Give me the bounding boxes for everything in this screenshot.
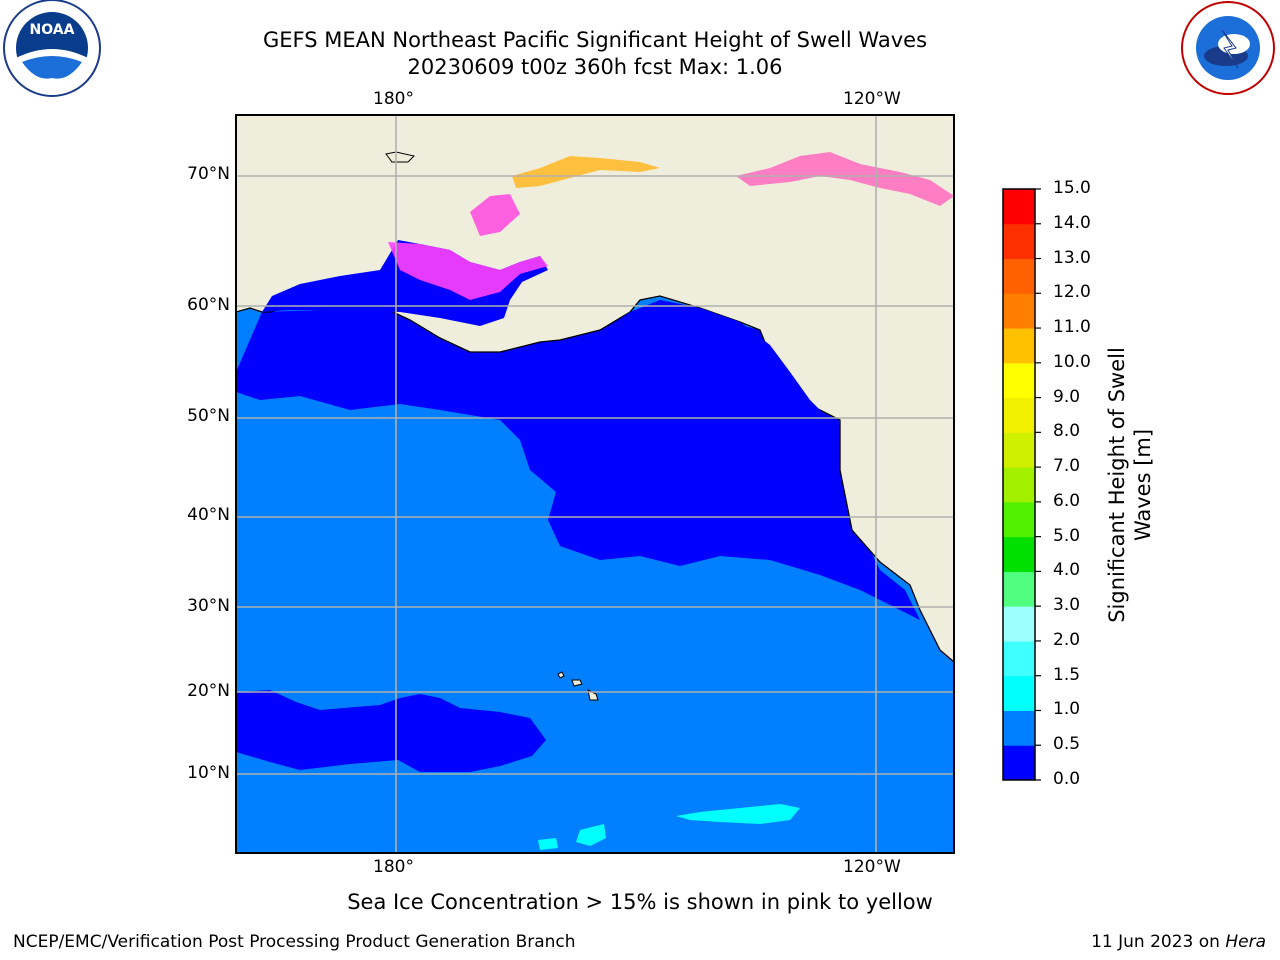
colorbar-segment bbox=[1003, 258, 1035, 294]
colorbar-tick-label: 7.0 bbox=[1053, 456, 1081, 477]
colorbar-tick-label: 9.0 bbox=[1053, 386, 1081, 407]
colorbar-tick-label: 5.0 bbox=[1053, 525, 1081, 546]
colorbar-segment bbox=[1003, 397, 1035, 433]
colorbar-label-line1: Significant Height of Swell bbox=[1105, 347, 1129, 623]
lon-label-bottom-120w: 120°W bbox=[843, 857, 901, 877]
map-area bbox=[236, 115, 954, 853]
swell-patch-cyan-west bbox=[576, 824, 606, 846]
lon-label-top-180: 180° bbox=[373, 89, 414, 109]
map-frame bbox=[235, 114, 955, 854]
nws-logo bbox=[1181, 1, 1275, 95]
colorbar-segment bbox=[1003, 223, 1035, 260]
bering-sea bbox=[262, 240, 548, 326]
colorbar-segment bbox=[1003, 362, 1035, 399]
colorbar-segment bbox=[1003, 606, 1035, 642]
colorbar-tick-label: 11.0 bbox=[1053, 317, 1091, 338]
chart-subtitle: 20230609 t00z 360h fcst Max: 1.06 bbox=[407, 55, 783, 79]
lat-label-50n: 50°N bbox=[187, 406, 230, 426]
noaa-logo: NOAA bbox=[3, 0, 101, 97]
noaa-logo-text: NOAA bbox=[30, 22, 75, 38]
colorbar-frame bbox=[1002, 188, 1036, 781]
machine-name: Hera bbox=[1225, 932, 1266, 952]
colorbar bbox=[1003, 188, 1041, 781]
map-gridlines bbox=[236, 115, 954, 853]
lat-label-20n: 20°N bbox=[187, 681, 230, 701]
colorbar-tick-label: 12.0 bbox=[1053, 282, 1091, 303]
gulf-of-alaska bbox=[604, 300, 836, 440]
lat-label-70n: 70°N bbox=[187, 164, 230, 184]
colorbar-segment bbox=[1003, 710, 1035, 746]
colorbar-segment bbox=[1003, 467, 1035, 503]
colorbar-segment bbox=[1003, 189, 1035, 225]
lon-label-top-120w: 120°W bbox=[843, 89, 901, 109]
sea-ice-chukchi bbox=[388, 242, 548, 300]
colorbar-segment bbox=[1003, 328, 1035, 364]
colorbar-label: Significant Height of Swell Waves [m] bbox=[1104, 347, 1156, 623]
date-text: 11 Jun 2023 on Hera bbox=[1091, 932, 1266, 952]
colorbar-tick-label: 1.0 bbox=[1053, 699, 1081, 720]
colorbar-segment bbox=[1003, 536, 1035, 572]
sea-ice-yellow-edge bbox=[512, 156, 660, 188]
colorbar-tick-label: 14.0 bbox=[1053, 212, 1091, 233]
colorbar-segment bbox=[1003, 675, 1035, 711]
land-chukotka-island bbox=[385, 151, 415, 163]
colorbar-segment bbox=[1003, 745, 1035, 781]
colorbar-segment bbox=[1003, 501, 1035, 538]
colorbar-tick-label: 0.5 bbox=[1053, 734, 1081, 755]
colorbar-segment bbox=[1003, 640, 1035, 677]
colorbar-segment bbox=[1003, 293, 1035, 329]
sea-ice-beaufort bbox=[736, 152, 954, 206]
colorbar-tick-label: 1.5 bbox=[1053, 664, 1081, 685]
colorbar-tick-label: 15.0 bbox=[1053, 178, 1091, 198]
colorbar-tick-label: 4.0 bbox=[1053, 560, 1081, 581]
colorbar-segment bbox=[1003, 432, 1035, 468]
lon-label-bottom-180: 180° bbox=[373, 857, 414, 877]
chart-title: GEFS MEAN Northeast Pacific Significant … bbox=[262, 28, 928, 52]
sea-ice-north-slope bbox=[470, 194, 520, 236]
credit-text: NCEP/EMC/Verification Post Processing Pr… bbox=[13, 932, 576, 952]
swell-patch-cyan-small bbox=[538, 838, 558, 850]
colorbar-tick-label: 10.0 bbox=[1053, 351, 1091, 372]
colorbar-segment bbox=[1003, 571, 1035, 607]
swell-patch-cyan-east bbox=[676, 804, 800, 824]
colorbar-tick-label: 13.0 bbox=[1053, 247, 1091, 268]
date-value: 11 Jun 2023 on bbox=[1091, 932, 1226, 952]
colorbar-tick-label: 8.0 bbox=[1053, 421, 1081, 442]
lat-label-60n: 60°N bbox=[187, 295, 230, 315]
lat-label-40n: 40°N bbox=[187, 505, 230, 525]
colorbar-tick-label: 2.0 bbox=[1053, 629, 1081, 650]
low-swell-region-south bbox=[236, 690, 546, 772]
colorbar-tick-label: 0.0 bbox=[1053, 769, 1081, 789]
colorbar-label-line2: Waves [m] bbox=[1131, 428, 1155, 542]
colorbar-tick-label: 3.0 bbox=[1053, 595, 1081, 616]
lat-label-10n: 10°N bbox=[187, 763, 230, 783]
lat-label-30n: 30°N bbox=[187, 596, 230, 616]
sea-ice-note: Sea Ice Concentration > 15% is shown in … bbox=[347, 890, 933, 914]
colorbar-tick-label: 6.0 bbox=[1053, 490, 1081, 511]
